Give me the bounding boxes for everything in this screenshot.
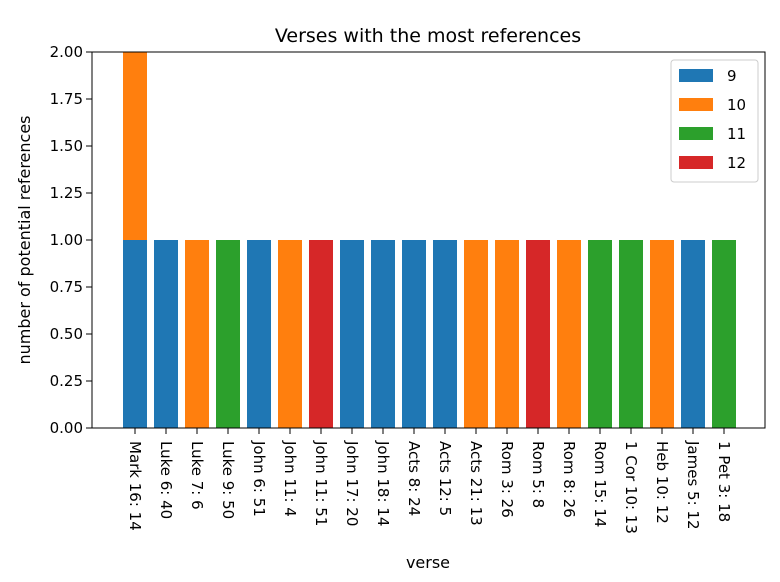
bar-segment (154, 240, 178, 428)
legend-entry: 12 (727, 154, 746, 172)
x-tick-label: John 11: 4 (281, 440, 299, 517)
x-tick-label: Luke 9: 50 (219, 441, 237, 519)
x-tick-label: James 5: 12 (684, 440, 702, 530)
bar-segment (123, 240, 147, 428)
x-tick-label: 1 Pet 3: 18 (715, 441, 733, 522)
bar-segment (650, 240, 674, 428)
legend-swatch (679, 127, 713, 140)
x-tick-label: Acts 12: 5 (436, 441, 454, 516)
legend-swatch (679, 69, 713, 82)
x-axis-label: verse (406, 553, 450, 572)
x-tick-label: Heb 10: 12 (653, 441, 671, 524)
x-tick-label: Rom 15: 14 (591, 441, 609, 527)
y-axis-label: number of potential references (15, 115, 34, 364)
bar-segment (371, 240, 395, 428)
legend-box (670, 59, 759, 183)
bar-segment (588, 240, 612, 428)
bar-segment (433, 240, 457, 428)
x-tick-label: 1 Cor 10: 13 (622, 441, 640, 534)
legend-entry: 9 (727, 67, 737, 85)
y-tick-label: 1.25 (50, 184, 83, 202)
x-tick-label: John 11: 51 (312, 440, 330, 526)
x-tick-label: Rom 8: 26 (560, 441, 578, 518)
x-axis: Mark 16: 14 Luke 6: 40 Luke 7: 6 Luke 9: 50… (126, 428, 733, 534)
x-tick-label: John 6: 51 (250, 440, 268, 517)
bar-segment (278, 240, 302, 428)
y-tick-label: 1.75 (50, 90, 83, 108)
x-tick-label: Luke 6: 40 (157, 441, 175, 519)
x-tick-label: John 17: 20 (343, 440, 361, 526)
bar-segment (681, 240, 705, 428)
bar-segment (526, 240, 550, 428)
x-tick-label: Mark 16: 14 (126, 441, 144, 531)
bar-segment (402, 240, 426, 428)
y-tick-label: 1.00 (50, 231, 83, 249)
bar-segment (712, 240, 736, 428)
y-tick-label: 1.50 (50, 137, 83, 155)
x-tick-label: Rom 3: 26 (498, 441, 516, 518)
chart-title: Verses with the most references (275, 25, 581, 47)
bar-segment (309, 240, 333, 428)
y-tick-label: 0.50 (50, 325, 83, 343)
x-tick-label: Acts 21: 13 (467, 441, 485, 526)
legend-entry: 10 (727, 96, 746, 114)
x-tick-label: John 18: 14 (374, 440, 392, 526)
bar-segment (557, 240, 581, 428)
legend-swatch (679, 98, 713, 111)
y-tick-label: 0.00 (50, 419, 83, 437)
legend: 9 10 11 12 (670, 59, 759, 183)
bar-segment (619, 240, 643, 428)
x-tick-label: Rom 5: 8 (529, 441, 547, 508)
legend-entry: 11 (727, 125, 746, 143)
bar-segment (185, 240, 209, 428)
bar-segment (247, 240, 271, 428)
y-tick-label: 0.75 (50, 278, 83, 296)
legend-swatch (679, 156, 713, 169)
bars-layer (123, 52, 736, 428)
bar-segment (340, 240, 364, 428)
bar-segment (123, 52, 147, 240)
y-axis: 0.00 0.25 0.50 0.75 1.00 1.25 1.50 1.75 2.00 (50, 43, 92, 437)
y-tick-label: 2.00 (50, 43, 83, 61)
y-tick-label: 0.25 (50, 372, 83, 390)
x-tick-label: Luke 7: 6 (188, 441, 206, 510)
bar-segment (464, 240, 488, 428)
x-tick-label: Acts 8: 24 (405, 441, 423, 516)
bar-segment (216, 240, 240, 428)
bar-segment (495, 240, 519, 428)
